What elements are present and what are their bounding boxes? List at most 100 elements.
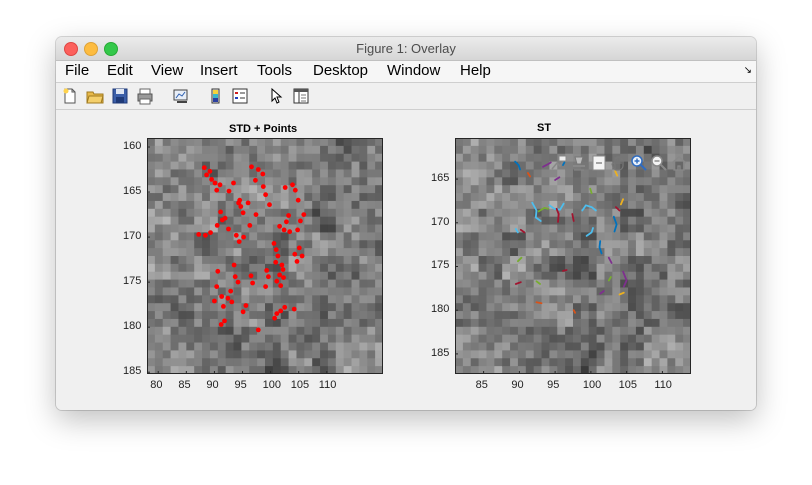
data-point xyxy=(212,180,218,186)
data-point xyxy=(279,262,285,268)
x-tick-label: 105 xyxy=(618,379,637,391)
data-point xyxy=(212,298,217,304)
data-point xyxy=(271,241,277,246)
pan-icon[interactable] xyxy=(610,154,628,172)
data-point xyxy=(253,177,258,183)
x-tick-label: 95 xyxy=(234,379,247,391)
data-point xyxy=(296,245,302,251)
x-tick-label: 90 xyxy=(511,379,524,391)
colorbar-icon[interactable] xyxy=(207,87,225,105)
x-tick-label: 80 xyxy=(150,379,163,391)
data-point xyxy=(208,230,213,235)
data-point xyxy=(301,212,307,217)
track-line xyxy=(622,270,628,288)
restore-view-icon[interactable] xyxy=(590,154,608,172)
pointer-icon[interactable] xyxy=(267,87,285,105)
data-point xyxy=(281,275,286,280)
menu-insert[interactable]: Insert xyxy=(200,62,238,79)
track-line xyxy=(607,276,612,282)
data-point xyxy=(255,327,261,333)
track-line xyxy=(589,187,593,194)
menu-window[interactable]: Window xyxy=(387,62,441,79)
window-title: Figure 1: Overlay xyxy=(356,41,456,56)
data-point xyxy=(292,251,298,257)
track-line xyxy=(555,207,560,223)
data-point xyxy=(264,268,270,273)
image-background xyxy=(147,138,383,374)
data-point xyxy=(280,267,286,272)
figure-canvas: STD + Points ST 80 85 90 95 100 105 110 160 165 1… xyxy=(56,110,756,410)
y-tick-label: 165 xyxy=(431,172,450,185)
zoom-out-icon[interactable] xyxy=(650,154,668,172)
menu-edit[interactable]: Edit xyxy=(107,62,133,79)
data-point xyxy=(209,177,214,182)
y-tick-label: 170 xyxy=(123,230,142,243)
brush-icon[interactable] xyxy=(570,154,588,172)
track-line xyxy=(519,228,526,234)
data-point xyxy=(214,284,220,289)
data-point xyxy=(237,197,243,203)
data-point xyxy=(221,304,226,309)
left-axes[interactable] xyxy=(147,138,383,374)
menu-file[interactable]: File xyxy=(65,62,90,79)
track-line xyxy=(598,240,603,255)
data-point xyxy=(292,187,298,193)
data-point xyxy=(282,185,288,190)
open-file-icon[interactable] xyxy=(86,87,104,105)
maximize-button[interactable] xyxy=(104,42,118,56)
data-point xyxy=(274,311,280,316)
x-tick-label: 110 xyxy=(654,379,672,391)
data-point xyxy=(231,180,236,186)
x-tick-label: 95 xyxy=(547,379,560,391)
data-point xyxy=(235,279,241,285)
legend-icon[interactable] xyxy=(231,87,249,105)
figure-window: Figure 1: Overlay File Edit View Insert … xyxy=(56,37,756,410)
menu-desktop[interactable]: Desktop xyxy=(313,62,369,79)
data-point xyxy=(228,288,234,294)
track-line xyxy=(615,206,621,212)
track-line xyxy=(514,228,519,234)
link-plot-icon[interactable] xyxy=(172,87,190,105)
y-tick-label: 185 xyxy=(123,365,142,378)
track-line xyxy=(585,227,594,237)
minimize-button[interactable] xyxy=(84,42,98,56)
data-point xyxy=(278,283,284,289)
data-point xyxy=(225,295,231,301)
track-line xyxy=(571,213,575,222)
data-point xyxy=(291,306,297,312)
property-inspector-icon[interactable] xyxy=(292,87,310,105)
track-line xyxy=(599,290,605,295)
data-point xyxy=(247,223,253,228)
data-point xyxy=(273,259,279,265)
data-point xyxy=(284,219,289,225)
data-point xyxy=(290,182,295,188)
y-tick-label: 160 xyxy=(123,140,142,152)
print-icon[interactable] xyxy=(136,87,154,105)
title-bar[interactable]: Figure 1: Overlay xyxy=(56,37,756,61)
menu-view[interactable]: View xyxy=(151,62,184,79)
data-point xyxy=(260,171,266,177)
left-axes-title: STD + Points xyxy=(229,123,298,135)
right-axes[interactable] xyxy=(455,138,691,374)
y-tick-label: 165 xyxy=(123,185,142,198)
arrow-icon[interactable]: ↘ xyxy=(743,65,752,76)
save-icon[interactable] xyxy=(111,87,129,105)
data-point xyxy=(207,168,213,174)
menu-tools[interactable]: Tools xyxy=(257,62,293,79)
track-line xyxy=(527,172,531,178)
track-line xyxy=(607,256,613,264)
x-tick-label: 85 xyxy=(178,379,191,391)
zoom-in-icon[interactable] xyxy=(630,154,648,172)
data-point xyxy=(248,273,254,279)
data-point xyxy=(255,167,261,172)
data-point xyxy=(273,247,279,253)
data-point xyxy=(277,223,282,229)
track-line xyxy=(562,269,568,272)
data-point xyxy=(219,294,225,299)
close-button[interactable] xyxy=(64,42,78,56)
home-icon[interactable] xyxy=(670,154,688,172)
menu-help[interactable]: Help xyxy=(460,62,491,79)
new-figure-icon[interactable] xyxy=(61,87,79,105)
data-tips-icon[interactable] xyxy=(550,154,568,172)
track-line xyxy=(514,160,521,171)
